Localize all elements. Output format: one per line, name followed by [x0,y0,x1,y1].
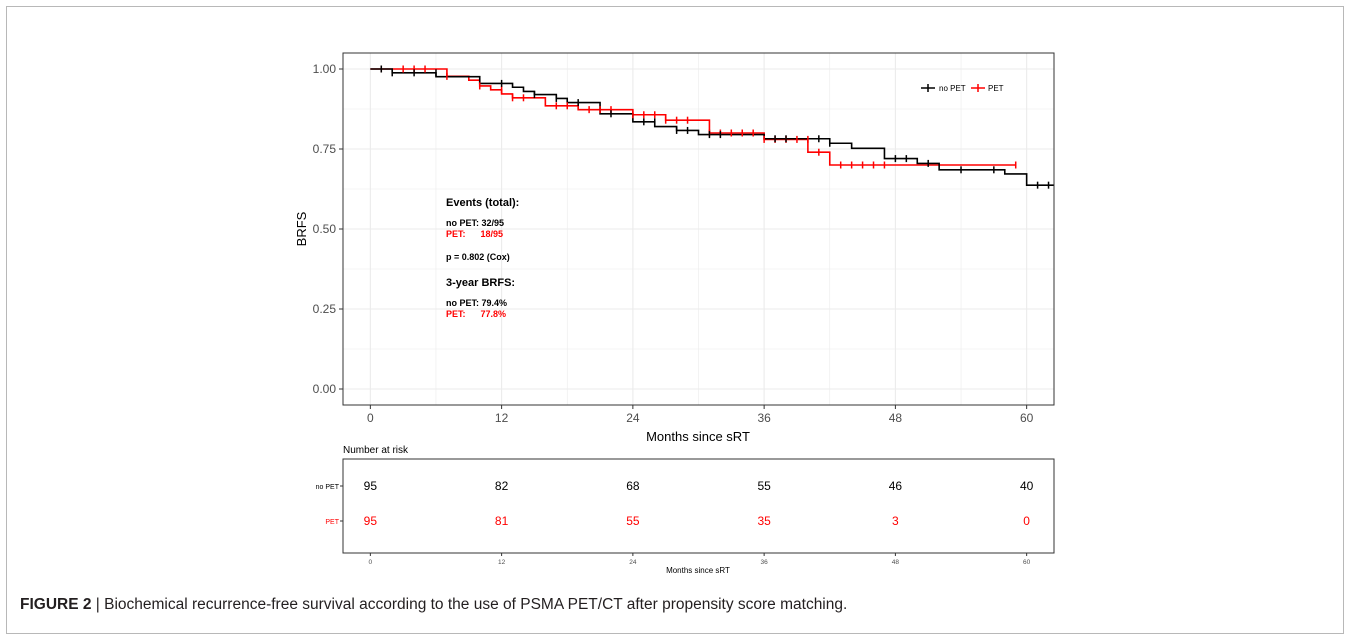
y-axis-label: BRFS [294,211,309,246]
y-axis-ticks: 0.00 0.25 0.50 0.75 1.00 [313,62,343,396]
censor-marks [380,65,1050,189]
risk-value-pet: 35 [757,514,771,528]
p-value: p = 0.802 (Cox) [446,252,510,262]
risk-table-x-ticks: 0 12 24 36 48 60 [369,553,1031,566]
figure-caption: FIGURE 2 | Biochemical recurrence-free s… [20,596,847,614]
risk-table-panel: Number at risk no PET 95 82 68 55 46 40 PET 95 81… [316,445,1055,575]
y-tick-label: 0.75 [313,142,337,156]
grid-lines [343,53,1054,405]
risk-value-pet: 95 [364,514,378,528]
risk-table-border [342,458,1055,554]
risk-x-tick-label: 12 [498,559,506,566]
risk-value-pet: 81 [495,514,509,528]
km-plot-panel: 0 12 24 36 48 60 0.00 0.25 0.50 0.75 1.00 Months … [294,52,1055,444]
y-tick-label: 0.00 [313,382,337,396]
risk-value-no-pet: 46 [889,479,903,493]
risk-table-rows: no PET 95 82 68 55 46 40 PET 95 81 55 35 3 0 [316,479,1034,528]
y-tick-label: 0.25 [313,302,337,316]
risk-value-no-pet: 40 [1020,479,1034,493]
risk-value-pet: 55 [626,514,640,528]
risk-value-no-pet: 68 [626,479,640,493]
y-tick-label: 0.50 [313,222,337,236]
risk-value-no-pet: 55 [757,479,771,493]
risk-value-no-pet: 95 [364,479,378,493]
risk-table-x-label: Months since sRT [666,566,730,575]
events-title: Events (total): [446,197,519,209]
risk-row-label-pet: PET [325,519,339,526]
x-axis-ticks: 0 12 24 36 48 60 [367,405,1034,425]
legend-label-no-pet: no PET [939,84,966,93]
risk-row-label-no-pet: no PET [316,484,340,491]
figure-caption-separator: | [91,596,105,613]
risk-value-pet: 3 [892,514,899,528]
x-tick-label: 12 [495,411,509,425]
x-tick-label: 0 [367,411,374,425]
legend-label-pet: PET [988,84,1004,93]
brfs-pet: PET: 77.8% [446,309,506,319]
risk-table-title: Number at risk [343,445,409,456]
risk-x-tick-label: 48 [892,559,900,566]
x-tick-label: 24 [626,411,640,425]
figure-caption-label: FIGURE 2 [20,596,92,613]
risk-x-tick-label: 24 [629,559,637,566]
events-pet: PET: 18/95 [446,229,503,239]
y-tick-label: 1.00 [313,62,337,76]
risk-x-tick-label: 60 [1023,559,1031,566]
x-axis-label: Months since sRT [646,429,750,444]
annotations: Events (total): no PET: 32/95 PET: 18/95… [446,197,519,319]
risk-x-tick-label: 36 [761,559,769,566]
risk-value-pet: 0 [1023,514,1030,528]
risk-value-no-pet: 82 [495,479,509,493]
x-tick-label: 60 [1020,411,1034,425]
x-tick-label: 36 [757,411,771,425]
risk-x-tick-label: 0 [369,559,373,566]
brfs-no-pet: no PET: 79.4% [446,298,507,308]
figure-caption-text: Biochemical recurrence-free survival acc… [104,596,848,613]
x-tick-label: 48 [889,411,903,425]
brfs-title: 3-year BRFS: [446,277,515,289]
legend: no PET PET [921,84,1004,93]
events-no-pet: no PET: 32/95 [446,218,504,228]
